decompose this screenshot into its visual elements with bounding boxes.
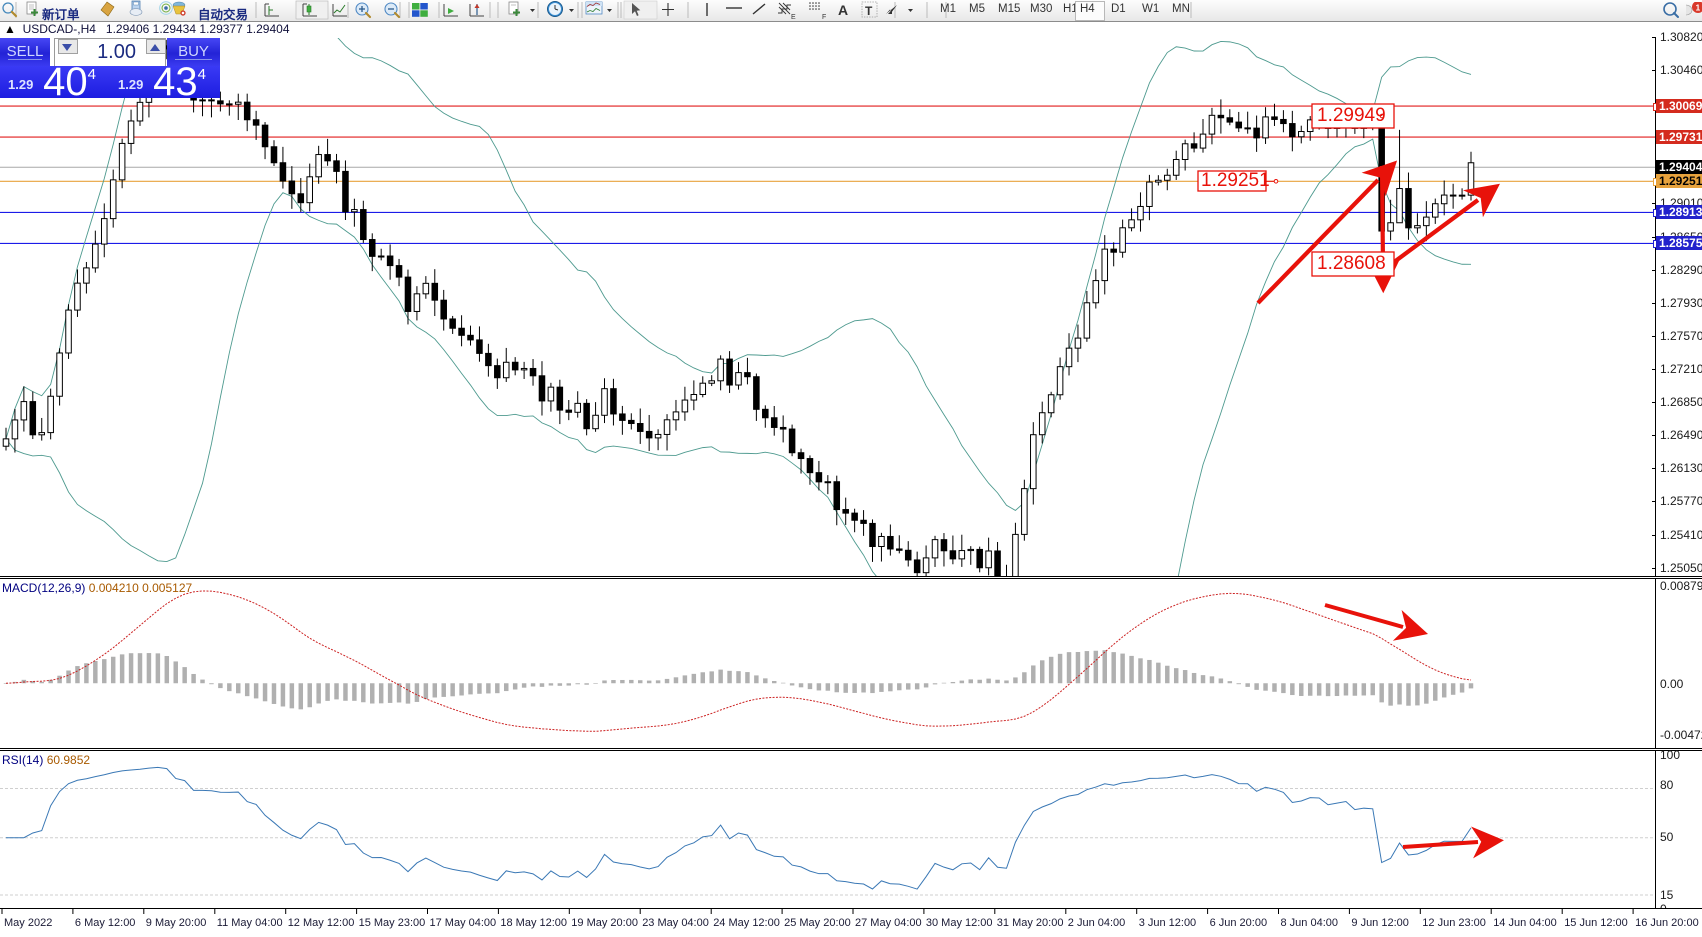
svg-text:F: F — [822, 14, 826, 21]
svg-text:T: T — [865, 4, 873, 18]
svg-text:1: 1 — [1696, 3, 1701, 13]
svg-text:1.29949: 1.29949 — [1317, 105, 1386, 126]
svg-text:1.29251: 1.29251 — [1201, 170, 1270, 191]
svg-text:1.28608: 1.28608 — [1317, 253, 1386, 274]
svg-text:E: E — [791, 14, 796, 21]
svg-text:A: A — [838, 2, 848, 18]
